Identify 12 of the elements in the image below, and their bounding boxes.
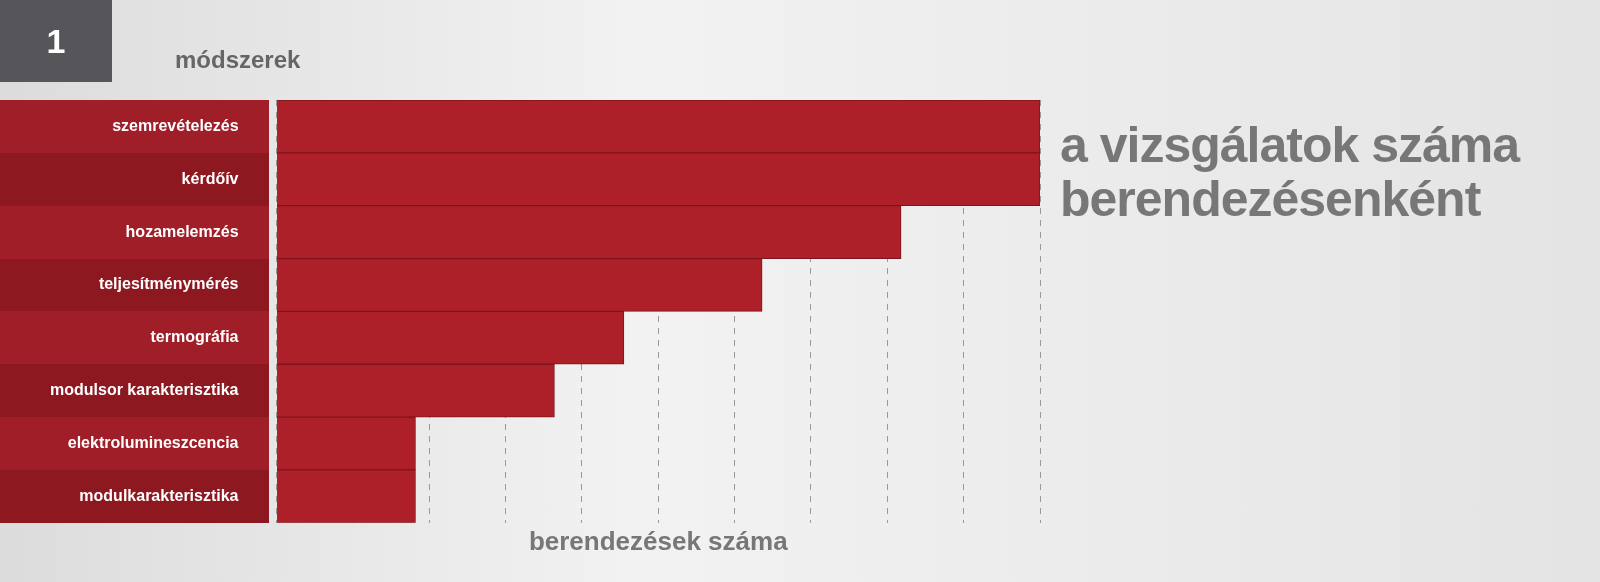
y-tick-label: elektrolumineszcencia (67, 433, 239, 451)
text: a vizsgálatok száma berendezésenként (1060, 117, 1521, 227)
y-tick-label: modulkarakterisztika (79, 486, 239, 504)
y-tick-label: teljesítménymérés (98, 275, 239, 293)
x-axis-title: berendezések száma (528, 525, 789, 556)
y-tick-label: hozamelemzés (125, 222, 239, 240)
y-tick-label: modulsor karakterisztika (49, 381, 239, 399)
y-axis-title: módszerek (175, 46, 301, 74)
text: 1 (0, 0, 112, 82)
y-tick-label: kérdőív (181, 169, 239, 187)
y-tick-label: termográfia (150, 328, 239, 346)
y-tick-label: szemrevételezés (112, 116, 239, 134)
